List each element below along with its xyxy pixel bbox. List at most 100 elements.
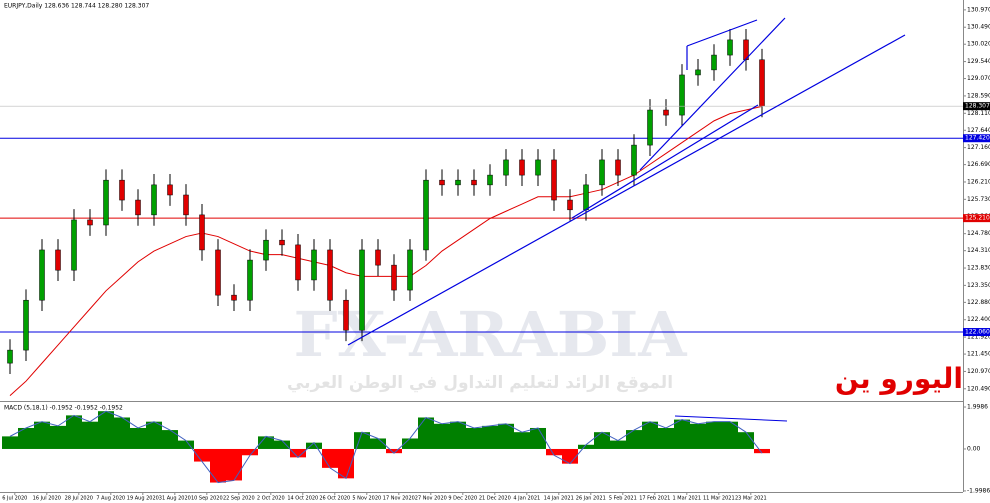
candle-body	[103, 179, 109, 226]
candle-body	[679, 74, 685, 116]
candle-body	[615, 159, 621, 176]
price-pane	[0, 29, 963, 397]
y-tick-label: 123.830	[967, 265, 990, 272]
y-tick-label: 122.880	[967, 299, 990, 306]
macd-bar	[402, 438, 418, 449]
macd-bar	[418, 417, 434, 449]
candle-body	[23, 299, 29, 351]
macd-signal	[9, 410, 763, 484]
x-tick-label: 27 Nov 2020	[415, 496, 447, 502]
macd-bar	[34, 421, 50, 449]
trend-line	[639, 17, 786, 171]
macd-bar	[530, 427, 546, 449]
trend-line	[347, 34, 906, 346]
candle-body	[455, 179, 461, 186]
candle-body	[439, 179, 445, 186]
x-tick-label: 10 Sep 2020	[191, 496, 223, 502]
macd-bar	[498, 423, 514, 449]
macd-bar	[514, 432, 530, 449]
macd-bar	[194, 448, 210, 462]
trend-line	[571, 104, 759, 219]
level-tag	[963, 214, 990, 223]
y-tick-label: 126.210	[967, 178, 990, 185]
chart-header: EURJPY,Daily 128.636 128.744 128.280 128…	[4, 3, 149, 10]
y-tick-label: -1.9986	[967, 487, 990, 494]
candle-body	[199, 214, 205, 251]
macd-bar	[386, 448, 402, 454]
macd-bar	[546, 448, 562, 456]
macd-bar	[50, 425, 66, 449]
level-tag	[963, 328, 990, 337]
macd-bar	[370, 438, 386, 449]
macd-bar	[210, 448, 226, 483]
y-tick-label: 124.310	[967, 247, 990, 254]
candle-body	[503, 159, 509, 176]
x-tick-label: 23 Mar 2021	[735, 496, 767, 502]
y-tick-label: 130.490	[967, 24, 990, 31]
pair-label: اليورو ين	[835, 362, 963, 395]
candle-body	[567, 199, 573, 211]
x-tick-label: 19 Aug 2020	[127, 496, 159, 502]
candle-body	[695, 69, 701, 76]
candle-body	[247, 259, 253, 301]
macd-bar	[2, 436, 18, 449]
x-tick-label: 16 Jul 2020	[33, 496, 61, 502]
y-tick-label: 120.490	[967, 385, 990, 392]
level-tag-label: 125.210	[965, 215, 990, 222]
macd-bar	[274, 440, 290, 449]
candle-body	[375, 249, 381, 266]
macd-bar	[674, 419, 690, 449]
candle-body	[39, 249, 45, 301]
x-tick-label: 17 Feb 2021	[639, 496, 670, 502]
macd-bar	[322, 448, 338, 468]
x-tick-label: 11 Mar 2021	[703, 496, 735, 502]
x-tick-label: 31 Aug 2020	[159, 496, 191, 502]
candle-body	[727, 39, 733, 56]
watermark-slogan: الموقع الرائد لتعليم التداول في الوطن ال…	[287, 373, 673, 393]
macd-bar	[82, 421, 98, 449]
macd-bar	[450, 421, 466, 449]
y-tick-label: 128.110	[967, 110, 990, 117]
macd-bar	[434, 423, 450, 449]
candle-body	[711, 54, 717, 71]
macd-bar	[626, 430, 642, 449]
wedge-line	[686, 19, 758, 47]
x-tick-label: 14 Oct 2020	[287, 496, 318, 502]
candle-body	[359, 249, 365, 331]
candle-body	[391, 264, 397, 291]
level-tag-label: 127.420	[965, 135, 990, 142]
candle-body	[487, 174, 493, 186]
candle-body	[663, 109, 669, 116]
candle-body	[215, 249, 221, 296]
macd-bar	[18, 427, 34, 449]
candle-body	[119, 179, 125, 201]
candle-body	[7, 349, 13, 364]
x-tick-label: 26 Oct 2020	[319, 496, 350, 502]
x-tick-label: 7 Aug 2020	[96, 496, 125, 502]
level-tag-label: 122.060	[965, 329, 990, 336]
y-tick-label: 129.070	[967, 75, 990, 82]
candle-body	[759, 59, 765, 107]
candle-body	[167, 184, 173, 196]
y-tick-label: 127.160	[967, 144, 990, 151]
macd-bar	[146, 421, 162, 449]
macd-bar	[242, 448, 258, 456]
y-tick-label: 123.350	[967, 282, 990, 289]
macd-bar	[594, 432, 610, 449]
candle-body	[263, 239, 269, 261]
macd-bar	[482, 425, 498, 449]
x-tick-label: 21 Dec 2020	[479, 496, 511, 502]
macd-bar	[690, 423, 706, 449]
macd-bar	[642, 421, 658, 449]
candle-body	[311, 249, 317, 281]
candle-body	[599, 159, 605, 186]
level-tag	[963, 134, 990, 143]
candle-body	[135, 199, 141, 216]
y-tick-label: 124.780	[967, 230, 990, 237]
x-tick-label: 5 Nov 2020	[352, 496, 381, 502]
candle-body	[471, 179, 477, 186]
y-tick-label: 122.400	[967, 316, 990, 323]
macd-bar	[578, 444, 594, 449]
candle-body	[327, 249, 333, 301]
